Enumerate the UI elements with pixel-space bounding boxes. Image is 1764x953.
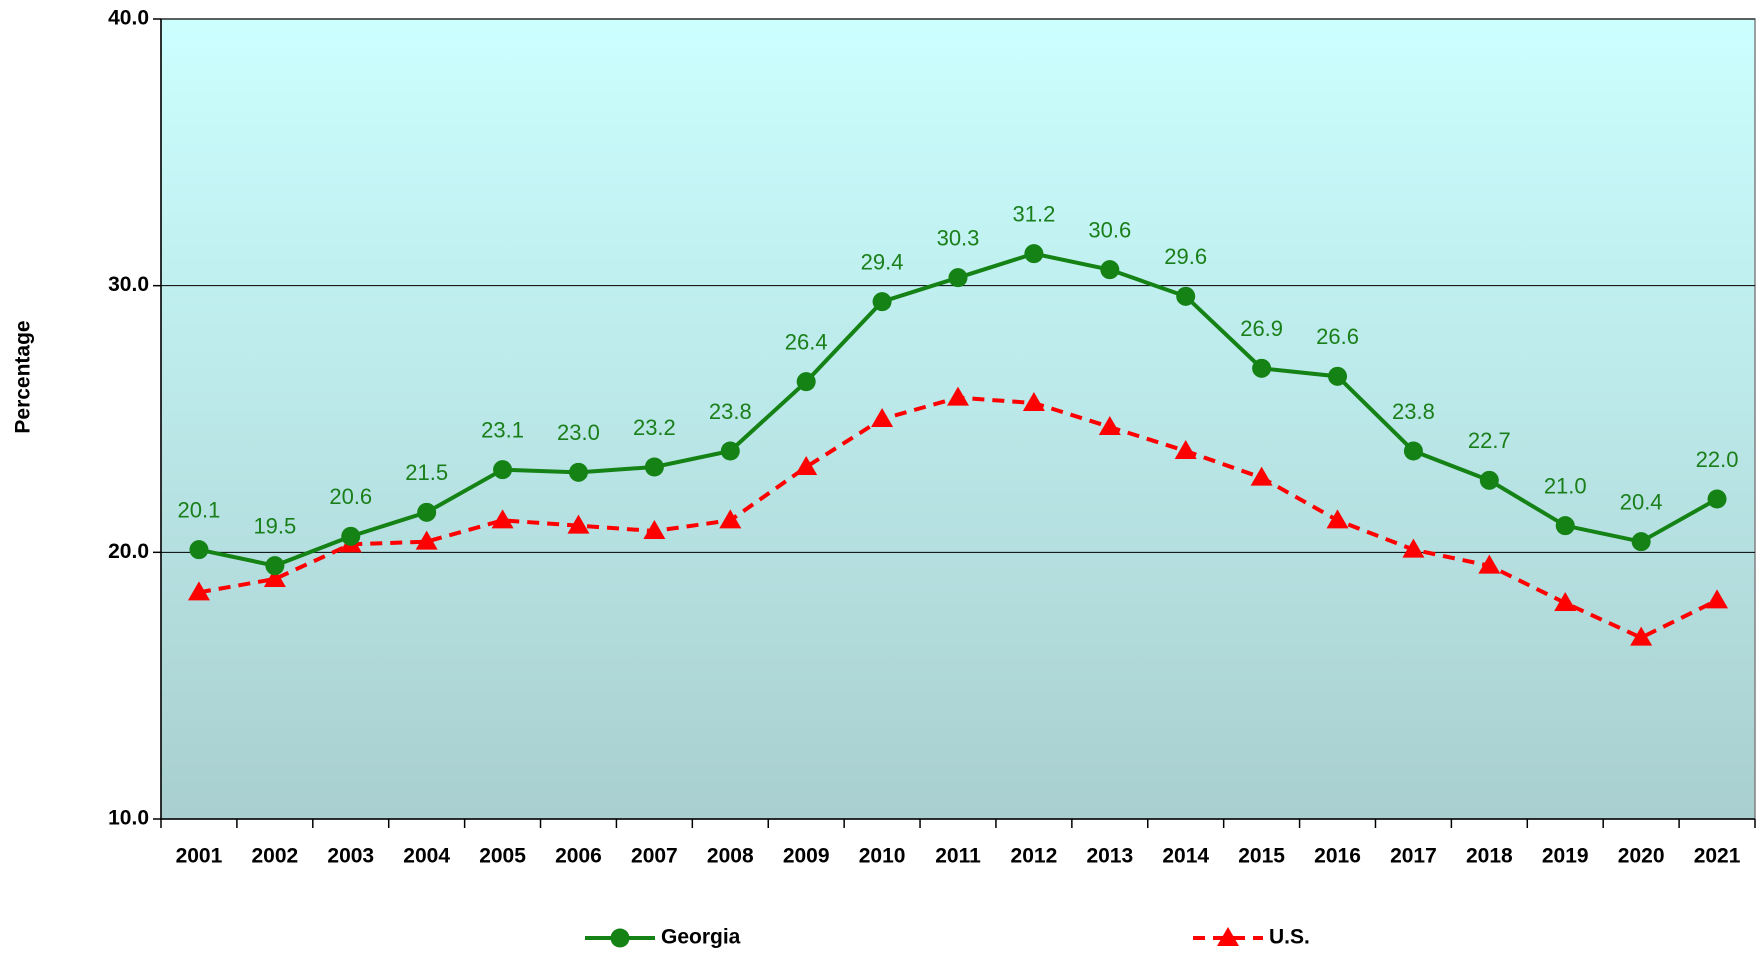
x-tick-label: 2005 [479,845,526,868]
data-point [1174,440,1197,459]
plot-area [160,18,1756,820]
data-point [1176,286,1196,306]
data-point [491,509,514,529]
data-point [719,509,742,529]
data-label: 30.6 [1088,217,1131,242]
data-label: 23.1 [481,417,524,442]
x-tick-label: 2004 [403,845,450,868]
x-tick-label: 2013 [1086,845,1133,868]
data-point [1707,489,1727,509]
x-tick-label: 2014 [1162,845,1209,868]
data-point [187,581,210,601]
data-point [872,292,892,312]
data-point [796,372,816,392]
data-point [567,514,590,534]
data-point [341,526,361,546]
x-tick-label: 2001 [176,845,223,868]
data-point [493,460,513,480]
data-label: 22.7 [1468,428,1511,453]
data-point [1706,589,1729,609]
data-label: 21.5 [405,460,448,485]
data-label: 26.9 [1240,316,1283,341]
data-point [568,462,588,482]
y-tick-label: 40.0 [108,7,149,30]
data-label: 31.2 [1012,201,1055,226]
legend-label: Georgia [661,926,741,949]
data-point [1098,416,1121,435]
data-label: 21.0 [1544,473,1587,498]
data-point [1479,470,1499,490]
data-point [1630,626,1653,646]
x-tick-label: 2009 [783,845,830,868]
data-point [1554,592,1577,611]
data-label: 30.3 [937,225,980,250]
data-point [948,268,968,288]
x-tick-label: 2008 [707,845,754,868]
data-point [415,530,438,550]
data-point [1250,466,1273,486]
x-tick-label: 2020 [1618,845,1665,868]
y-tick-label: 20.0 [108,540,149,563]
x-tick-label: 2010 [859,845,906,868]
data-label: 29.6 [1164,244,1207,269]
x-tick-label: 2012 [1011,845,1058,868]
x-tick-label: 2016 [1314,845,1361,868]
x-tick-label: 2011 [935,845,981,868]
data-point [1402,538,1425,558]
data-point [1022,392,1045,411]
data-point [1555,516,1575,536]
legend-marker [1217,927,1239,946]
data-label: 23.8 [709,399,752,424]
data-point [265,556,285,576]
x-tick-label: 2019 [1542,845,1589,868]
y-axis-label: Percentage [12,320,35,433]
x-tick-label: 2003 [327,845,374,868]
data-label: 23.8 [1392,399,1435,424]
data-point [871,408,894,427]
data-point [263,568,286,587]
data-label: 29.4 [861,249,904,274]
data-point [795,456,818,475]
data-label: 22.0 [1696,447,1739,472]
data-point [1631,532,1651,552]
data-point [1252,358,1272,378]
data-label: 26.4 [785,329,828,354]
data-label: 20.4 [1620,489,1663,514]
x-tick-label: 2018 [1466,845,1513,868]
x-tick-label: 2015 [1238,845,1285,868]
y-tick-label: 10.0 [108,807,149,830]
x-tick-label: 2017 [1390,845,1437,868]
data-point [1100,260,1120,280]
data-point [1328,366,1348,386]
data-point [1403,441,1423,461]
data-point [947,386,969,406]
data-label: 23.0 [557,420,600,445]
data-label: 20.1 [178,497,221,522]
data-point [643,520,666,539]
x-tick-label: 2006 [555,845,602,868]
data-point [1478,554,1501,574]
data-point [1024,244,1044,264]
data-point [1326,509,1349,529]
x-tick-label: 2002 [251,845,298,868]
data-point [644,457,664,477]
data-label: 26.6 [1316,324,1359,349]
data-label: 19.5 [253,513,296,538]
x-tick-label: 2021 [1694,845,1741,868]
y-tick-label: 30.0 [108,273,149,296]
data-point [720,441,740,461]
legend-marker [610,928,630,948]
data-point [417,502,437,522]
data-point [189,540,209,560]
x-tick-label: 2007 [631,845,678,868]
legend-label: U.S. [1269,926,1310,949]
data-label: 20.6 [329,484,372,509]
data-label: 23.2 [633,415,676,440]
